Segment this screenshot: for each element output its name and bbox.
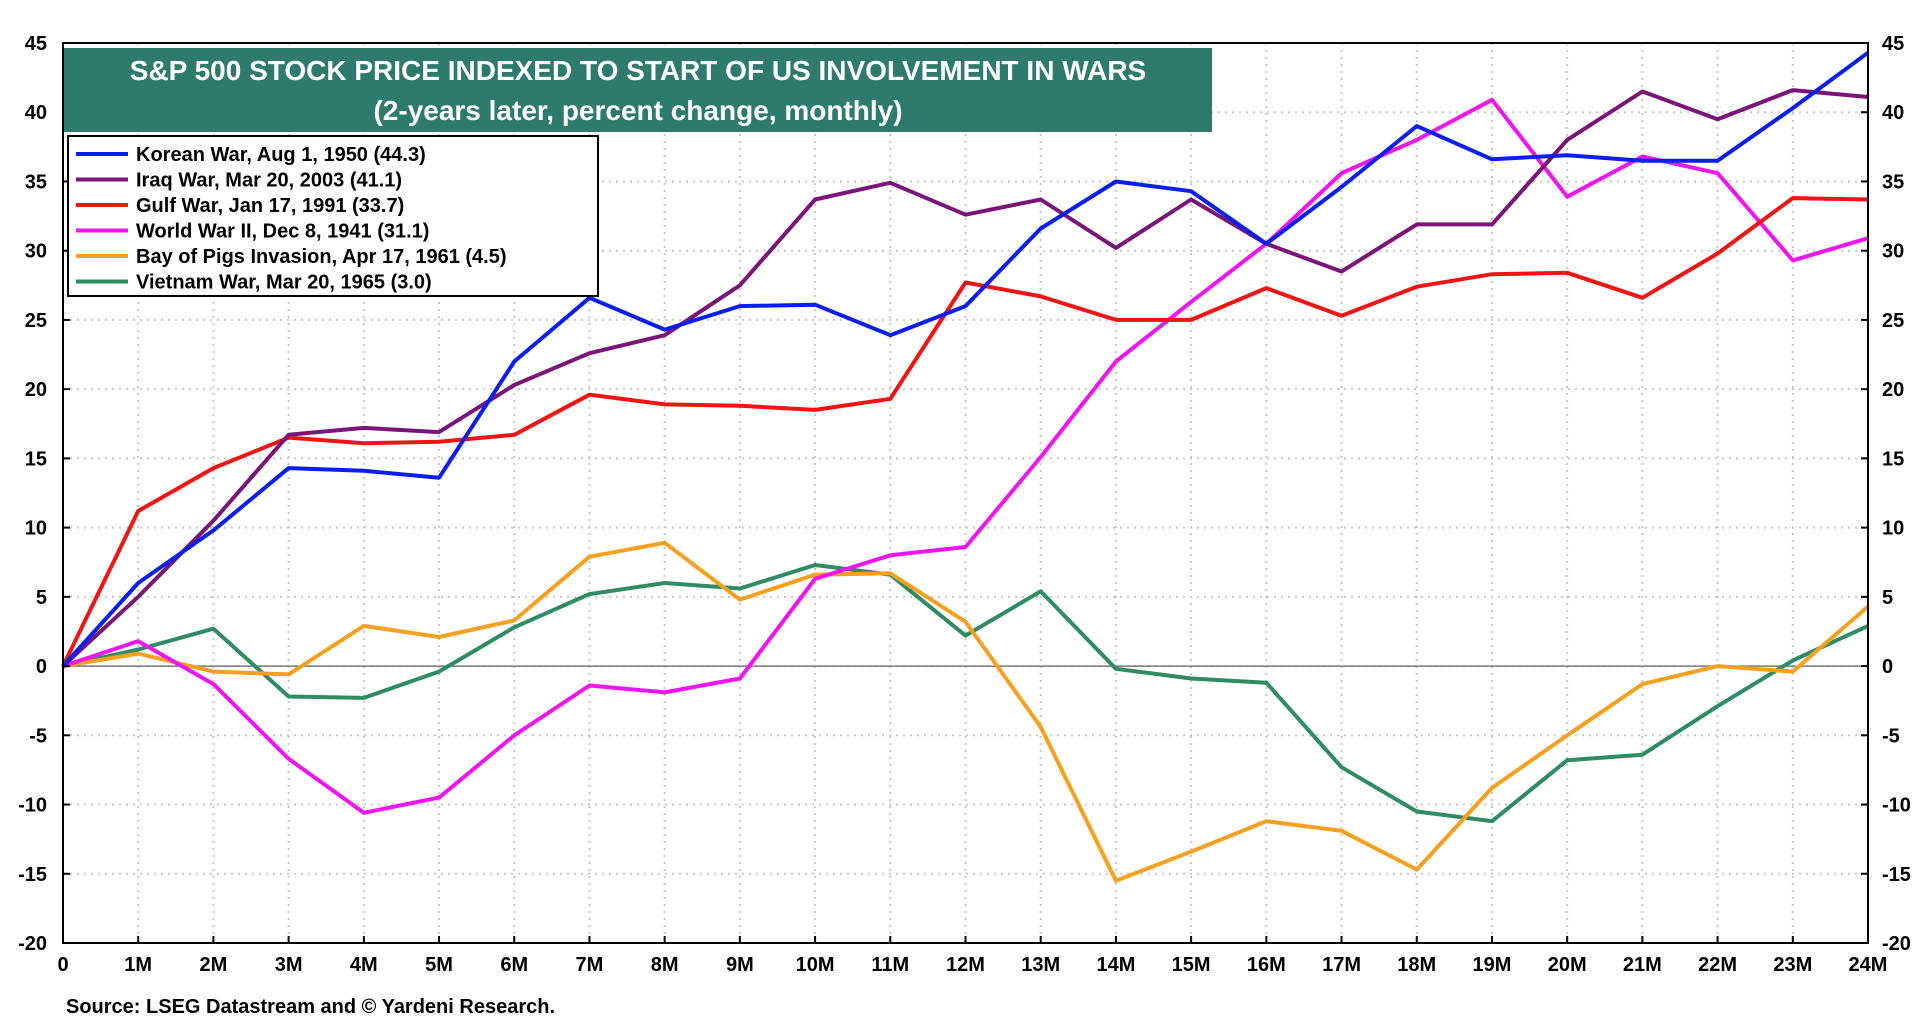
x-tick-label: 4M [350, 954, 378, 976]
x-tick-label: 10M [796, 954, 835, 976]
series-line-1 [61, 88, 1869, 668]
x-tick-label: 16M [1247, 954, 1286, 976]
legend-box [67, 135, 599, 297]
y-tick-label-left: 15 [25, 448, 47, 470]
y-tick-label-left: 30 [25, 241, 47, 263]
x-tick-label: 0 [57, 954, 68, 976]
x-tick-label: 2M [200, 954, 228, 976]
y-tick-label-right: -5 [1882, 725, 1900, 747]
y-tick-label-left: 20 [25, 379, 47, 401]
x-tick-label: 9M [726, 954, 754, 976]
y-tick-label-left: 35 [25, 171, 47, 193]
x-tick-label: 8M [651, 954, 679, 976]
x-tick-label: 11M [871, 954, 909, 976]
x-tick-label: 22M [1698, 954, 1737, 976]
y-tick-label-left: -10 [18, 795, 47, 817]
y-tick-label-left: 10 [25, 518, 47, 540]
series-line-3 [62, 97, 1869, 815]
y-tick-label-left: 45 [25, 33, 47, 55]
y-tick-label-right: 20 [1882, 379, 1904, 401]
x-tick-label: 7M [576, 954, 604, 976]
y-tick-label-right: 25 [1882, 310, 1904, 332]
series-line-5 [62, 563, 1869, 824]
y-tick-label-right: -15 [1882, 864, 1911, 886]
y-tick-label-left: 40 [25, 102, 47, 124]
x-tick-label: 13M [1021, 954, 1060, 976]
y-tick-label-right: 0 [1882, 656, 1893, 678]
y-tick-label-right: 10 [1882, 518, 1904, 540]
y-tick-label-right: 40 [1882, 102, 1904, 124]
legend-label-0: Korean War, Aug 1, 1950 (44.3) [136, 144, 426, 166]
legend-label-2: Gulf War, Jan 17, 1991 (33.7) [136, 195, 404, 217]
x-tick-label: 12M [946, 954, 985, 976]
x-tick-label: 14M [1096, 954, 1135, 976]
title-background [64, 48, 1212, 132]
y-tick-label-left: 0 [36, 656, 47, 678]
x-tick-label: 23M [1773, 954, 1812, 976]
x-tick-label: 3M [275, 954, 303, 976]
grid-layer [63, 43, 1868, 943]
y-tick-label-right: 35 [1882, 171, 1904, 193]
y-tick-label-right: 45 [1882, 33, 1904, 55]
x-tick-label: 6M [500, 954, 528, 976]
chart-title: S&P 500 STOCK PRICE INDEXED TO START OF … [130, 55, 1146, 86]
title-box: S&P 500 STOCK PRICE INDEXED TO START OF … [64, 48, 1212, 132]
x-tick-label: 15M [1172, 954, 1211, 976]
series-layer [61, 51, 1870, 883]
x-tick-label: 20M [1548, 954, 1587, 976]
y-tick-label-left: -5 [29, 725, 47, 747]
legend-label-4: Bay of Pigs Invasion, Apr 17, 1961 (4.5) [136, 246, 507, 268]
y-tick-label-left: -15 [18, 864, 47, 886]
x-tick-label: 17M [1322, 954, 1361, 976]
x-tick-label: 1M [124, 954, 152, 976]
chart-subtitle: (2-years later, percent change, monthly) [373, 95, 902, 126]
series-line-0 [61, 51, 1870, 668]
y-tick-label-right: 30 [1882, 241, 1904, 263]
legend: Korean War, Aug 1, 1950 (44.3) Iraq War, … [67, 135, 599, 297]
y-tick-label-left: 25 [25, 310, 47, 332]
x-tick-label: 18M [1397, 954, 1436, 976]
x-tick-label: 19M [1473, 954, 1512, 976]
x-tick-label: 24M [1849, 954, 1888, 976]
y-tick-label-right: 5 [1882, 587, 1893, 609]
series-line-2 [61, 196, 1869, 667]
legend-label-1: Iraq War, Mar 20, 2003 (41.1) [136, 170, 402, 192]
legend-label-3: World War II, Dec 8, 1941 (31.1) [136, 221, 429, 243]
source-note: Source: LSEG Datastream and © Yardeni Re… [66, 996, 555, 1018]
y-tick-label-right: -20 [1882, 933, 1911, 955]
ticks-layer: 45 45 40 40 35 35 30 30 25 25 20 20 15 15 10 10 5 5 0 0 -5 -5… [18, 33, 1911, 976]
y-tick-label-right: 15 [1882, 448, 1904, 470]
x-tick-label: 5M [425, 954, 453, 976]
series-line-4 [62, 540, 1870, 883]
legend-label-5: Vietnam War, Mar 20, 1965 (3.0) [136, 272, 432, 294]
y-tick-label-left: -20 [18, 933, 47, 955]
x-tick-label: 21M [1623, 954, 1662, 976]
y-tick-label-left: 5 [36, 587, 47, 609]
y-tick-label-right: -10 [1882, 795, 1911, 817]
